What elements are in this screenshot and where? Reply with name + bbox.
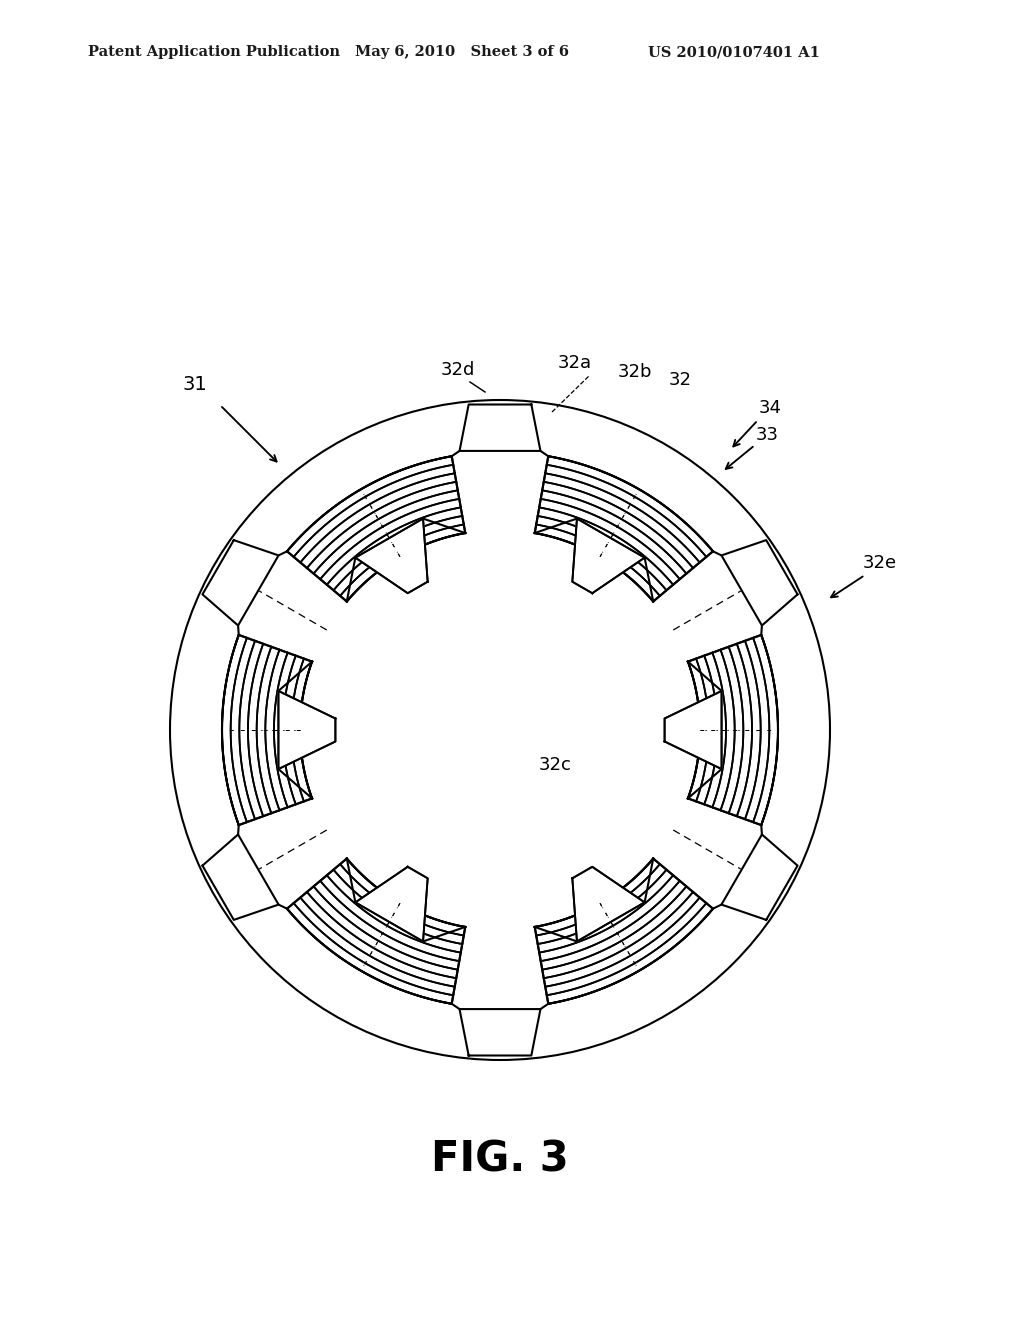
Polygon shape bbox=[279, 690, 336, 770]
Polygon shape bbox=[688, 635, 778, 825]
Polygon shape bbox=[688, 635, 778, 825]
Polygon shape bbox=[460, 1008, 541, 1056]
Text: 32b: 32b bbox=[617, 363, 652, 381]
Text: 32c: 32c bbox=[539, 756, 571, 774]
Polygon shape bbox=[203, 834, 279, 920]
Polygon shape bbox=[535, 457, 713, 602]
Polygon shape bbox=[287, 858, 465, 1003]
Polygon shape bbox=[535, 858, 713, 1003]
Text: 32e: 32e bbox=[863, 554, 897, 572]
Polygon shape bbox=[460, 404, 541, 451]
Text: May 6, 2010   Sheet 3 of 6: May 6, 2010 Sheet 3 of 6 bbox=[355, 45, 569, 59]
Polygon shape bbox=[355, 867, 428, 941]
Polygon shape bbox=[722, 540, 798, 626]
Text: Patent Application Publication: Patent Application Publication bbox=[88, 45, 340, 59]
Text: 33: 33 bbox=[756, 426, 778, 444]
Polygon shape bbox=[355, 519, 428, 593]
Polygon shape bbox=[665, 690, 722, 770]
Polygon shape bbox=[355, 867, 428, 941]
Text: 34: 34 bbox=[759, 399, 781, 417]
Polygon shape bbox=[355, 519, 428, 593]
Polygon shape bbox=[287, 457, 465, 602]
Polygon shape bbox=[222, 635, 312, 825]
Text: 31: 31 bbox=[182, 375, 208, 395]
Polygon shape bbox=[279, 690, 336, 770]
Text: 32d: 32d bbox=[440, 360, 475, 379]
Polygon shape bbox=[287, 457, 465, 602]
Polygon shape bbox=[572, 867, 645, 941]
Text: 32: 32 bbox=[669, 371, 691, 389]
Polygon shape bbox=[722, 834, 798, 920]
Polygon shape bbox=[572, 519, 645, 593]
Text: US 2010/0107401 A1: US 2010/0107401 A1 bbox=[648, 45, 820, 59]
Polygon shape bbox=[535, 858, 713, 1003]
Text: 32a: 32a bbox=[558, 354, 592, 372]
Text: FIG. 3: FIG. 3 bbox=[431, 1139, 569, 1181]
Polygon shape bbox=[572, 867, 645, 941]
Polygon shape bbox=[665, 690, 722, 770]
Polygon shape bbox=[287, 858, 465, 1003]
Polygon shape bbox=[572, 519, 645, 593]
Polygon shape bbox=[203, 540, 279, 626]
Polygon shape bbox=[222, 635, 312, 825]
Polygon shape bbox=[535, 457, 713, 602]
